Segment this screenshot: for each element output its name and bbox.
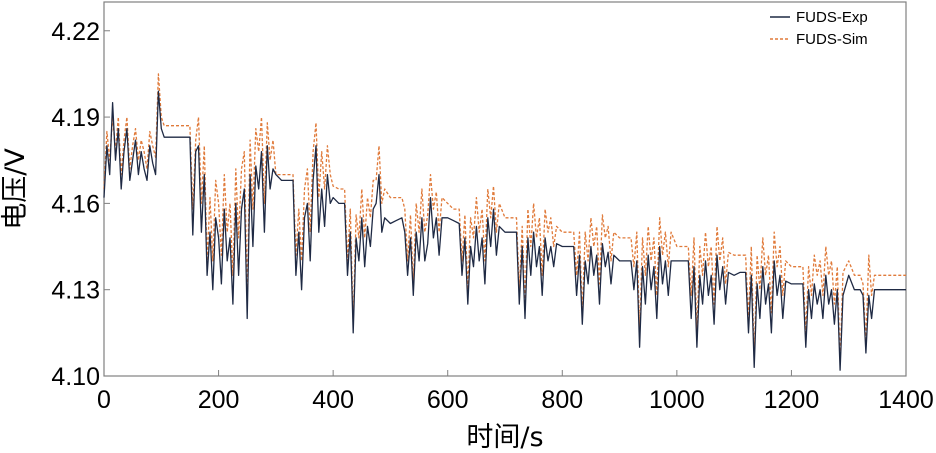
x-tick-label: 400: [312, 386, 354, 414]
y-tick-label: 4.16: [51, 190, 100, 218]
y-axis-ticks: 4.10 4.13 4.16 4.19 4.22: [51, 18, 110, 391]
x-tick-label: 600: [427, 386, 469, 414]
x-tick-label: 1000: [649, 386, 705, 414]
legend: FUDS-Exp FUDS-Sim: [770, 9, 868, 48]
x-tick-label: 1400: [878, 386, 934, 414]
series-line-fuds-exp: [103, 90, 906, 371]
y-tick-label: 4.19: [51, 104, 100, 132]
x-axis-ticks: 0 200 400 600 800 1000 1200 1400: [97, 370, 934, 414]
y-axis-title: 电压/V: [0, 148, 31, 230]
series-line-fuds-sim: [103, 73, 906, 363]
y-tick-label: 4.22: [51, 18, 100, 46]
series-layer: [103, 73, 906, 371]
y-tick-label: 4.10: [51, 363, 100, 391]
x-tick-label: 200: [198, 386, 240, 414]
x-axis-title: 时间/s: [466, 422, 543, 453]
legend-label-fuds-exp: FUDS-Exp: [796, 9, 868, 26]
y-tick-label: 4.13: [51, 277, 100, 305]
x-tick-label: 0: [97, 386, 111, 414]
x-tick-label: 800: [541, 386, 583, 414]
legend-label-fuds-sim: FUDS-Sim: [796, 31, 868, 48]
x-tick-label: 1200: [764, 386, 820, 414]
